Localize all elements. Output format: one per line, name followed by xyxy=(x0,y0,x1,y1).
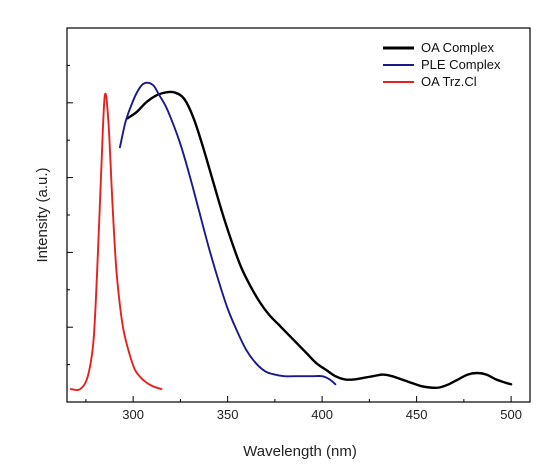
x-tick-label: 500 xyxy=(500,407,522,422)
series-lines xyxy=(69,81,513,392)
series-line-1 xyxy=(118,81,337,386)
legend-label: OA Trz.Cl xyxy=(421,74,477,89)
x-tick-label: 400 xyxy=(311,407,333,422)
legend: OA Complex PLE Complex OA Trz.Cl xyxy=(383,40,501,89)
y-axis-title: Intensity (a.u.) xyxy=(34,167,51,262)
legend-label: OA Complex xyxy=(421,40,494,55)
x-axis-title: Wavelength (nm) xyxy=(243,443,357,460)
axis-ticks: 300 350 400 450 500 xyxy=(67,27,522,422)
legend-label: PLE Complex xyxy=(421,57,501,72)
x-tick-label: 350 xyxy=(217,407,239,422)
series-line-0 xyxy=(126,90,513,389)
x-tick-label: 300 xyxy=(122,407,144,422)
series-line-2 xyxy=(69,92,163,392)
x-tick-label: 450 xyxy=(406,407,428,422)
